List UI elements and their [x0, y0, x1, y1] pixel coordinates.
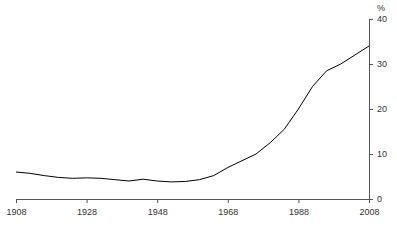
plot: 1908 1928 1948 1968 1988 2008 0 10 20 30 40: [6, 14, 387, 217]
x-tick: 1908: [6, 199, 26, 217]
y-tick-mark: [369, 154, 373, 155]
x-tick-label: 1928: [77, 207, 97, 217]
x-tick: 1988: [289, 199, 309, 217]
line: [16, 46, 369, 182]
y-tick-mark: [369, 109, 373, 110]
y-tick-label: 0: [377, 194, 382, 204]
y-tick-label: 20: [377, 104, 387, 114]
x-tick-label: 1988: [289, 207, 309, 217]
x-axis-line: [17, 199, 370, 200]
y-tick: 0: [369, 194, 382, 204]
x-tick-label: 1948: [148, 207, 168, 217]
y-tick-mark: [369, 199, 373, 200]
x-tick-label: 1968: [218, 207, 238, 217]
y-axis-label: %: [377, 3, 385, 13]
y-tick-mark: [369, 64, 373, 65]
series-group: [16, 46, 369, 182]
x-axis: 1908 1928 1948 1968 1988 2008: [6, 199, 379, 217]
x-tick: 1968: [218, 199, 238, 217]
x-tick: 1928: [77, 199, 97, 217]
y-tick: 40: [369, 14, 387, 24]
x-tick-mark: [16, 199, 17, 203]
chart: 1908 1928 1948 1968 1988 2008 0 10 20 30 40%: [0, 0, 397, 227]
x-tick-mark: [298, 199, 299, 203]
x-tick-mark: [157, 199, 158, 203]
y-tick: 30: [369, 59, 387, 69]
x-tick-label: 1908: [6, 207, 26, 217]
y-tick-label: 10: [377, 149, 387, 159]
y-tick-label: 30: [377, 59, 387, 69]
x-tick: 1948: [148, 199, 168, 217]
y-tick-mark: [369, 19, 373, 20]
y-tick: 10: [369, 149, 387, 159]
x-tick-mark: [87, 199, 88, 203]
y-tick: 20: [369, 104, 387, 114]
x-tick-mark: [228, 199, 229, 203]
y-tick-label: 40: [377, 14, 387, 24]
y-axis: 0 10 20 30 40: [369, 14, 387, 204]
x-tick-label: 2008: [359, 207, 379, 217]
